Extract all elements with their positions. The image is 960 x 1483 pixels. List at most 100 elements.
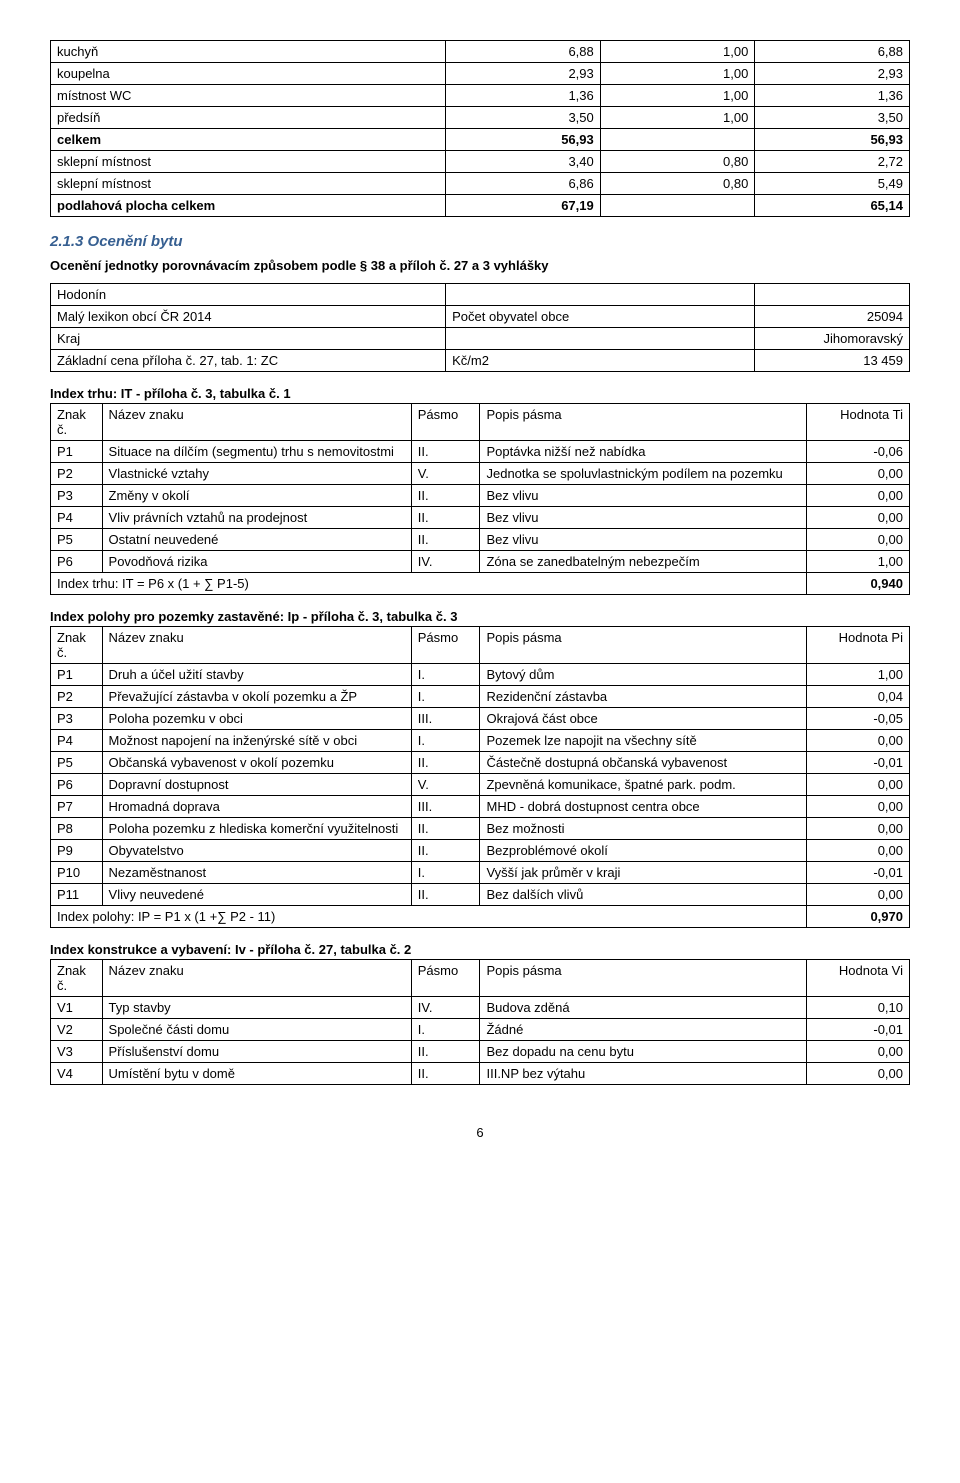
table-cell: V. [411,774,480,796]
table-cell: Kč/m2 [446,350,755,372]
table-cell: II. [411,441,480,463]
table-cell: II. [411,507,480,529]
table-cell: 0,04 [806,686,909,708]
table-cell: Situace na dílčím (segmentu) trhu s nemo… [102,441,411,463]
table-cell: P7 [51,796,103,818]
table-cell: II. [411,1041,480,1063]
table-cell: MHD - dobrá dostupnost centra obce [480,796,806,818]
table-cell: 0,00 [806,818,909,840]
table-cell: Bytový dům [480,664,806,686]
table-cell: 0,00 [806,1041,909,1063]
table-header-cell: Znak č. [51,404,103,441]
table-cell: 5,49 [755,173,910,195]
table-header-cell: Popis pásma [480,960,806,997]
table-row: sklepní místnost3,400,802,72 [51,151,910,173]
table-cell: III.NP bez výtahu [480,1063,806,1085]
table-cell: 1,00 [600,63,755,85]
table-cell: 0,00 [806,796,909,818]
table-cell: Bez dalších vlivů [480,884,806,906]
table-cell: Bez možnosti [480,818,806,840]
intro-paragraph: Ocenění jednotky porovnávacím způsobem p… [50,258,910,273]
table-sum-row: Index polohy: IP = P1 x (1 +∑ P2 - 11)0,… [51,906,910,928]
page-number: 6 [50,1125,910,1140]
table-cell: Pozemek lze napojit na všechny sítě [480,730,806,752]
table-cell: I. [411,730,480,752]
table-cell: 65,14 [755,195,910,217]
table-cell: Vlivy neuvedené [102,884,411,906]
table-cell: -0,01 [806,1019,909,1041]
iv-table: Znak č.Název znakuPásmoPopis pásmaHodnot… [50,959,910,1085]
base-price-table: HodonínMalý lexikon obcí ČR 2014Počet ob… [50,283,910,372]
table-cell: P4 [51,507,103,529]
table-cell: I. [411,1019,480,1041]
table-cell: 1,00 [600,41,755,63]
table-row: celkem56,9356,93 [51,129,910,151]
table-header-cell: Pásmo [411,404,480,441]
table-cell: 2,72 [755,151,910,173]
table-row: P4Možnost napojení na inženýrské sítě v … [51,730,910,752]
table-cell: 0,10 [806,997,909,1019]
table-cell: kuchyň [51,41,446,63]
table-cell: II. [411,752,480,774]
table-cell: P11 [51,884,103,906]
table-cell: 0,00 [806,1063,909,1085]
table-header-cell: Název znaku [102,960,411,997]
table-row: P5Ostatní neuvedenéII.Bez vlivu0,00 [51,529,910,551]
table-cell: 3,50 [446,107,601,129]
table-cell: P2 [51,463,103,485]
table-cell: Typ stavby [102,997,411,1019]
table-header-cell: Hodnota Ti [806,404,909,441]
table-header-cell: Znak č. [51,960,103,997]
table-cell: 0,00 [806,529,909,551]
table-cell: Budova zděná [480,997,806,1019]
table-cell: podlahová plocha celkem [51,195,446,217]
table-row: P10NezaměstnanostI.Vyšší jak průměr v kr… [51,862,910,884]
table-cell [446,284,755,306]
table-cell: Žádné [480,1019,806,1041]
table-cell: 56,93 [755,129,910,151]
table-cell: Vliv právních vztahů na prodejnost [102,507,411,529]
table-cell: 0,80 [600,151,755,173]
table-row: V3Příslušenství domuII.Bez dopadu na cen… [51,1041,910,1063]
section-title: 2.1.3 Ocenění bytu [50,233,910,250]
table-cell: Zóna se zanedbatelným nebezpečím [480,551,806,573]
table-cell: 56,93 [446,129,601,151]
table-cell: Rezidenční zástavba [480,686,806,708]
it-table: Znak č.Název znakuPásmoPopis pásmaHodnot… [50,403,910,595]
table-row: Malý lexikon obcí ČR 2014Počet obyvatel … [51,306,910,328]
table-cell: I. [411,686,480,708]
table-cell: P1 [51,664,103,686]
table-row: V1Typ stavbyIV.Budova zděná0,10 [51,997,910,1019]
table-cell: Počet obyvatel obce [446,306,755,328]
table-cell: P6 [51,551,103,573]
table-cell: Příslušenství domu [102,1041,411,1063]
table-cell: V4 [51,1063,103,1085]
table-row: P3Poloha pozemku v obciIII.Okrajová část… [51,708,910,730]
table-cell: 0,00 [806,463,909,485]
table-cell: V. [411,463,480,485]
table-cell: Bez vlivu [480,507,806,529]
table-cell: 6,88 [755,41,910,63]
table-cell: 0,00 [806,774,909,796]
table-cell: 1,00 [806,664,909,686]
table-cell: Poloha pozemku z hlediska komerční využi… [102,818,411,840]
table-row: P6Dopravní dostupnostV.Zpevněná komunika… [51,774,910,796]
table-cell: 0,00 [806,840,909,862]
table-cell: 1,36 [755,85,910,107]
table-cell: Hodonín [51,284,446,306]
table-cell: Okrajová část obce [480,708,806,730]
table-cell: Umístění bytu v domě [102,1063,411,1085]
sum-label: Index polohy: IP = P1 x (1 +∑ P2 - 11) [51,906,807,928]
table-cell [600,129,755,151]
table-cell: P3 [51,708,103,730]
table-cell: Dopravní dostupnost [102,774,411,796]
table-cell: II. [411,529,480,551]
table-cell: 3,40 [446,151,601,173]
ip-heading: Index polohy pro pozemky zastavěné: Ip -… [50,609,910,624]
table-cell: Možnost napojení na inženýrské sítě v ob… [102,730,411,752]
table-cell: -0,06 [806,441,909,463]
table-cell: 1,00 [600,107,755,129]
table-cell: II. [411,818,480,840]
table-cell: 3,50 [755,107,910,129]
table-cell: Jednotka se spoluvlastnickým podílem na … [480,463,806,485]
